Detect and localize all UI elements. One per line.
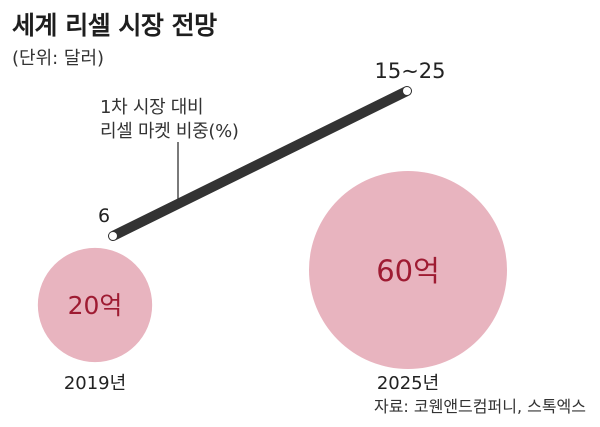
x-tick-label-2025: 2025년 xyxy=(377,373,439,394)
chart-title: 세계 리셀 시장 전망 xyxy=(12,11,217,40)
share-value-label-2025: 15∼25 xyxy=(374,59,445,83)
bubble-label-2025: 60억 xyxy=(376,254,440,288)
source-note: 자료: 코웬앤드컴퍼니, 스톡엑스 xyxy=(373,397,586,416)
x-tick-label-2019: 2019년 xyxy=(64,373,126,394)
unit-label: (단위: 달러) xyxy=(12,48,105,69)
share-series-name: 1차 시장 대비 리셀 마켓 비중(%) xyxy=(100,96,239,144)
bubble-2019 xyxy=(37,247,153,363)
bubble-label-2019: 20억 xyxy=(68,291,123,320)
share-series-name-line-1: 1차 시장 대비 xyxy=(100,97,204,118)
share-series-line xyxy=(108,86,412,241)
bubble-2025 xyxy=(309,171,507,369)
share-point-2025 xyxy=(403,87,411,95)
share-value-label-2019: 6 xyxy=(98,205,110,227)
share-series-name-line-2: 리셀 마켓 비중(%) xyxy=(100,121,239,142)
share-point-2019 xyxy=(109,232,117,240)
